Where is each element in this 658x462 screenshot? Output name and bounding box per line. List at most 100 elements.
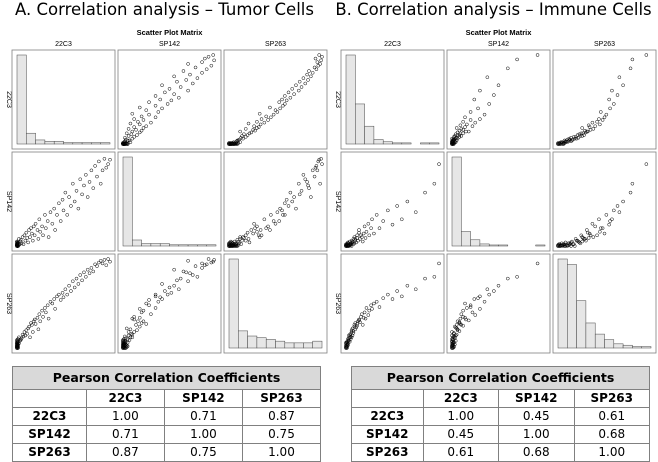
scatter-point [496,83,501,88]
scatter-point [72,285,77,290]
scatter-point [485,287,490,292]
scatter-point [644,53,649,57]
scatter-point [630,57,635,62]
scatter-point [381,296,385,300]
scatter-point [290,87,294,91]
table-cell: 0.68 [573,425,650,444]
scatter-point [470,124,475,128]
histogram-bar [303,342,313,349]
scatter-point [252,124,256,128]
scatter-point [204,67,209,71]
scatter-point [108,157,112,162]
scatter-point [31,238,35,243]
scatter-point [60,197,65,202]
scatter-point [297,181,301,186]
scatter-point [363,316,368,321]
scatter-point [245,133,250,137]
scatter-point [299,85,304,89]
scatter-point [363,236,368,240]
scatter-point [31,224,36,229]
scatter-point [312,65,317,70]
matrix-title: Scatter Plot Matrix [466,28,533,37]
scatter-point [600,118,605,122]
scatter-point [160,83,164,88]
histogram-bar [557,258,568,349]
scatter-point [280,97,284,102]
scatter-point [128,121,133,126]
scatter-point [153,292,158,297]
scatter-point [485,75,490,79]
scatter-point [35,228,40,232]
scatter-point [303,81,308,86]
matrix-cell [117,151,222,252]
scatter-point [147,112,151,117]
scatter-point [278,206,282,211]
scatter-point [478,307,482,311]
scatter-point [19,336,24,340]
scatter-point [457,133,462,137]
scatter-point [160,282,164,286]
scatter-point [630,181,635,186]
row-label: SP263 [5,293,12,314]
scatter-point [353,237,358,241]
scatter-point [78,177,82,181]
scatter-point [132,315,136,319]
scatter-point [200,261,204,266]
table-cell: 0.87 [241,407,322,426]
scatter-point [628,190,633,195]
scatter-point [644,162,649,166]
scatter-point [286,204,291,208]
scatter-point [362,310,367,315]
scatter-point [283,94,287,98]
scatter-point [135,133,139,137]
scatter-point [242,236,246,240]
scatter-point [19,241,24,246]
scatter-point [608,106,612,111]
histogram-bar [159,243,170,247]
scatter-point [206,55,211,59]
scatter-point [306,78,310,82]
scatter-point [307,69,311,73]
scatter-point [125,344,130,348]
column-label: 22C3 [55,41,72,48]
scatter-point [165,102,170,106]
scatter-point [124,326,129,331]
scatter-point [124,137,128,142]
scatter-point [251,128,255,132]
scatter-point [266,118,270,122]
scatter-point [139,128,144,133]
scatter-point [458,316,463,321]
scatter-point [58,298,63,302]
scatter-point [132,125,136,129]
scatter-point [470,310,475,315]
scatter-point [454,326,459,331]
scatter-point [457,135,462,139]
scatter-point [621,199,625,204]
scatter-point [76,282,81,286]
scatter-point [72,199,77,204]
scatter-point [257,235,262,239]
scatter-point [160,297,164,301]
scatter-point [253,128,257,133]
scatter-point [188,72,192,77]
scatter-point [61,295,66,300]
scatter-point [310,71,315,75]
scatter-point [351,331,356,335]
scatter-point [284,98,289,103]
scatter-point [587,125,592,129]
scatter-point [349,244,354,248]
scatter-point [31,330,35,334]
scatter-point [354,240,358,245]
scatter-point [269,213,273,217]
scatter-point [268,228,272,232]
scatter-point [297,192,302,197]
scatter-point [139,310,144,315]
scatter-point [405,283,410,288]
scatter-point [153,294,158,299]
scatter-point [239,136,243,140]
scatter-point [48,210,53,214]
histogram-bar [35,139,46,145]
scatter-point [574,238,579,243]
scatter-point [139,321,144,325]
scatter-point [132,135,136,139]
